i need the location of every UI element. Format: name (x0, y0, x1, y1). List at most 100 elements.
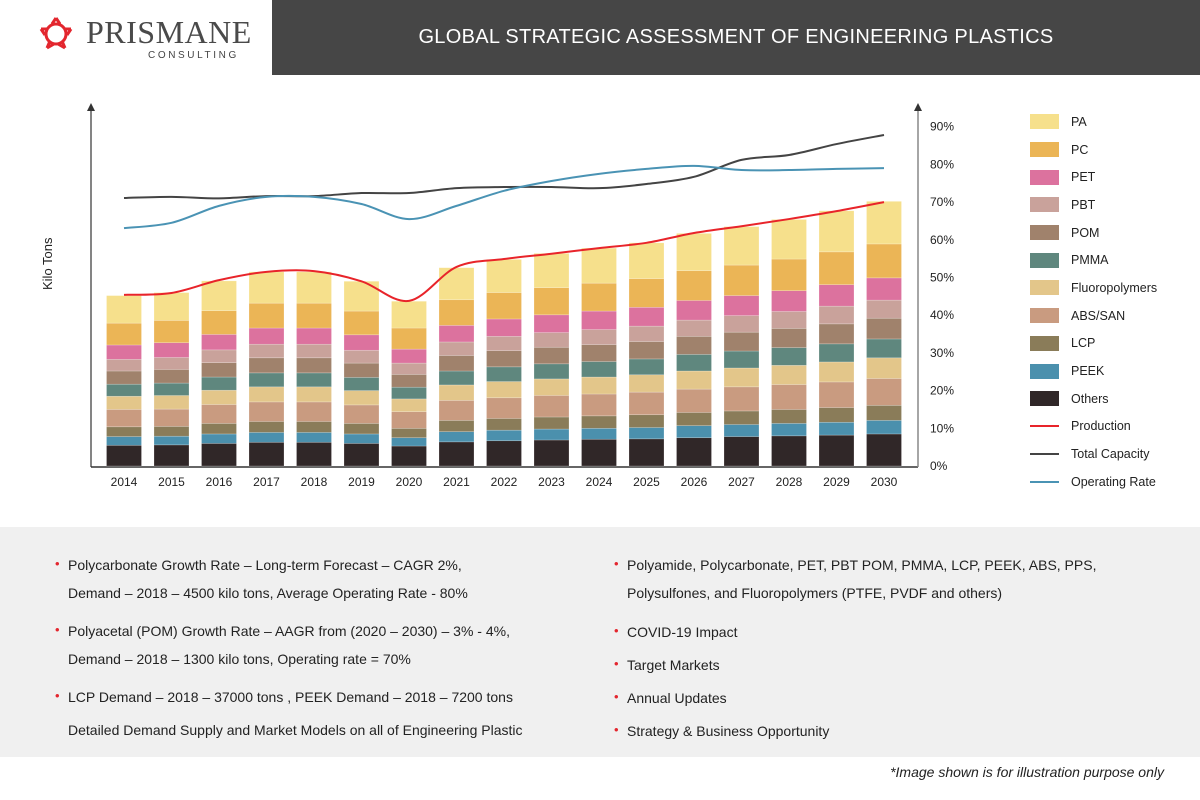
legend-swatch (1030, 225, 1059, 241)
info-bullet: Polycarbonate Growth Rate – Long-term Fo… (55, 550, 522, 579)
x-tick-label: 2015 (158, 475, 185, 489)
bar-segment-lcp (391, 427, 427, 439)
y-axis-left-arrow-icon (87, 103, 95, 111)
bar-segment-pet (581, 310, 617, 330)
bar-segment-abs-san (818, 381, 855, 408)
bar-segment-fluoropolymers (248, 386, 285, 403)
bar-segment-pc (248, 302, 285, 329)
bar-segment-fluoropolymers (343, 390, 380, 406)
bar-segment-pbt (343, 349, 380, 364)
bar-segment-pet (201, 334, 237, 351)
bar-segment-peek (486, 429, 522, 442)
line-operating-rate (123, 164, 885, 230)
y2-tick-label: 30% (930, 346, 954, 360)
x-tick-label: 2017 (253, 475, 280, 489)
bar-segment-peek (296, 432, 332, 443)
bar-segment-others (106, 444, 142, 467)
bar-segment-abs-san (771, 384, 807, 410)
legend-item: Operating Rate (1030, 468, 1157, 496)
bar-segment-pa (533, 253, 570, 288)
x-tick-label: 2019 (348, 475, 375, 489)
bar-segment-pom (723, 331, 760, 352)
bar-segment-lcp (486, 418, 522, 431)
info-bullet: Target Markets (614, 650, 1096, 679)
bar-segment-peek (676, 425, 712, 439)
legend-line-swatch (1030, 480, 1059, 483)
bar-segment-pmma (201, 376, 237, 391)
info-right-column: Polyamide, Polycarbonate, PET, PBT POM, … (614, 550, 1096, 745)
x-tick-label: 2016 (206, 475, 233, 489)
bar-segment-peek (201, 433, 237, 444)
bar-segment-abs-san (438, 400, 475, 421)
bar-segment-pbt (628, 325, 665, 342)
bar-segment-pom (628, 341, 665, 360)
bar-segment-peek (866, 420, 902, 435)
legend-swatch (1030, 197, 1059, 213)
legend-label: PMMA (1071, 253, 1109, 268)
bar-segment-pom (106, 370, 142, 385)
bar-segment-fluoropolymers (296, 386, 332, 403)
legend-item: PEEK (1030, 357, 1157, 385)
bar-segment-pbt (391, 362, 427, 375)
legend-label: Others (1071, 391, 1109, 406)
bar-segment-pbt (723, 315, 760, 333)
bar-segment-pbt (153, 357, 190, 370)
bar-segment-pet (391, 348, 427, 364)
info-left-column: Polycarbonate Growth Rate – Long-term Fo… (55, 550, 522, 744)
logo-name: PRISMANE (86, 14, 252, 50)
bar-segment-pmma (818, 343, 855, 363)
legend-swatch (1030, 335, 1059, 351)
legend-swatch (1030, 391, 1059, 407)
bar-segment-pc (866, 243, 902, 279)
bar-segment-pa (628, 242, 665, 279)
bar-segment-abs-san (296, 401, 332, 422)
x-tick-label: 2026 (681, 475, 708, 489)
bar-segment-pa (818, 210, 855, 253)
legend-label: LCP (1071, 336, 1096, 351)
bar-segment-pc (391, 327, 427, 350)
legend-item: PA (1030, 108, 1157, 136)
x-tick-label: 2025 (633, 475, 660, 489)
bar-segment-pet (723, 295, 760, 316)
bar-segment-lcp (866, 405, 902, 421)
bar-segment-pa (771, 219, 807, 260)
bar-segment-fluoropolymers (628, 374, 665, 393)
bar-segment-pa (581, 247, 617, 284)
info-bullet: Polyacetal (POM) Growth Rate – AAGR from… (55, 616, 522, 645)
legend-swatch (1030, 142, 1059, 158)
bar-segment-pc (153, 320, 190, 344)
legend-item: Others (1030, 385, 1157, 413)
bar-segment-pbt (296, 343, 332, 359)
legend-label: PET (1071, 170, 1096, 185)
bar-segment-pa (201, 280, 237, 311)
bar-segment-pmma (628, 358, 665, 376)
y-axis-title: Kilo Tons (40, 237, 55, 290)
bar-segment-pbt (438, 341, 475, 356)
bar-segment-lcp (581, 415, 617, 429)
legend-label: ABS/SAN (1071, 308, 1126, 323)
bar-segment-pbt (866, 299, 902, 319)
bar-segment-pbt (676, 319, 712, 337)
bar-segment-pmma (391, 386, 427, 400)
bar-segment-fluoropolymers (391, 398, 427, 413)
legend-swatch (1030, 252, 1059, 268)
bar-segment-lcp (201, 423, 237, 435)
bar-segment-pom (533, 346, 570, 365)
bar-segment-peek (391, 437, 427, 447)
bar-segment-pmma (248, 372, 285, 388)
info-line: Demand – 2018 – 1300 kilo tons, Operatin… (68, 651, 411, 667)
bar-segment-others (201, 443, 237, 467)
legend-swatch (1030, 169, 1059, 185)
bar-segment-abs-san (628, 391, 665, 416)
bar-segment-pom (391, 374, 427, 388)
y2-tick-label: 0% (930, 459, 948, 473)
bar-segment-pbt (771, 311, 807, 329)
bar-segment-fluoropolymers (866, 357, 902, 379)
bar-segment-lcp (106, 426, 142, 437)
line-total-capacity (123, 134, 885, 200)
bar-segment-lcp (153, 426, 190, 437)
bar-segment-lcp (818, 407, 855, 423)
bar-segment-pc (343, 310, 380, 336)
x-tick-label: 2029 (823, 475, 850, 489)
y2-tick-label: 40% (930, 308, 954, 322)
